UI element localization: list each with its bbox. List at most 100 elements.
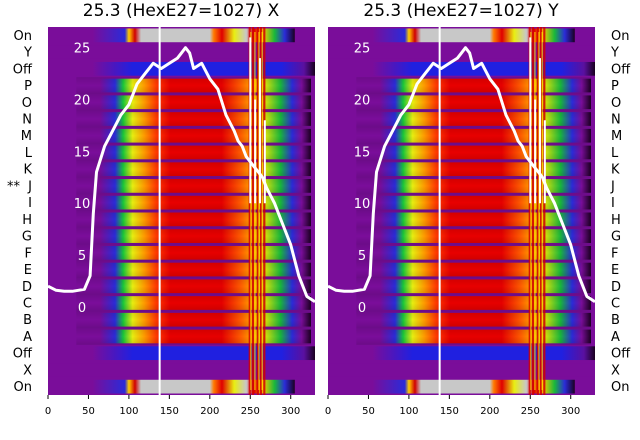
heatmap-streak xyxy=(254,32,256,390)
row-label: On xyxy=(611,380,629,395)
row-label: H xyxy=(22,213,32,228)
row-label: On xyxy=(14,380,32,395)
row-label: A xyxy=(23,330,32,345)
row-label: Off xyxy=(13,347,33,362)
x-tick-label: 250 xyxy=(521,406,540,417)
heatmap-streak xyxy=(251,27,255,395)
heatmap-row-shade xyxy=(356,144,591,161)
heatmap-row-shade xyxy=(356,93,591,111)
row-label: M xyxy=(21,129,32,144)
heatmap-row-shade xyxy=(356,311,591,329)
overlay-y-tick-label: 25 xyxy=(354,42,371,57)
row-label: E xyxy=(611,263,619,278)
overlay-y-tick-label: 20 xyxy=(74,94,91,109)
overlay-y-tick-label: 25 xyxy=(74,42,91,57)
overlay-y-tick-label: 5 xyxy=(358,249,366,264)
heatmap-streak xyxy=(248,27,251,395)
row-label: Y xyxy=(610,46,619,61)
heatmap-streak xyxy=(536,27,539,395)
heatmap-streak xyxy=(539,27,543,395)
x-tick-label: 300 xyxy=(281,406,300,417)
heatmap-row xyxy=(92,379,295,394)
heatmap-row-shade xyxy=(356,160,591,178)
heatmap-streak xyxy=(541,32,543,390)
overlay-y-tick-label: 0 xyxy=(358,301,366,316)
row-label: J xyxy=(27,179,32,194)
row-label: Off xyxy=(611,347,631,362)
overlay-y-tick-label: 0 xyxy=(78,301,86,316)
heatmap-row xyxy=(328,363,595,377)
heatmap-row-shade xyxy=(356,261,591,278)
heatmap-row-shade xyxy=(76,227,311,245)
overlay-curve xyxy=(47,46,316,303)
heatmap-row-shade xyxy=(76,177,311,195)
heatmap-row-shade xyxy=(356,294,591,312)
x-tick-label: 200 xyxy=(200,406,219,417)
heatmap-row xyxy=(92,28,295,43)
panel-title: 25.3 (HexE27=1027) X xyxy=(83,1,280,21)
heatmap-streak xyxy=(543,27,546,395)
row-label: H xyxy=(611,213,621,228)
overlay-y-tick-label: 10 xyxy=(354,197,371,212)
x-tick-label: 0 xyxy=(325,406,331,417)
row-label: K xyxy=(611,163,620,178)
heatmap-row-shade xyxy=(76,110,311,128)
heatmap-streak xyxy=(531,27,535,395)
row-label: D xyxy=(611,280,621,295)
heatmap-streak xyxy=(528,27,531,395)
overlay-y-tick-label: 15 xyxy=(354,145,371,160)
heatmap-row-shade xyxy=(76,144,311,161)
row-label: X xyxy=(611,363,620,378)
heatmap-row-shade xyxy=(76,160,311,178)
x-tick-label: 50 xyxy=(82,406,95,417)
row-label: E xyxy=(24,263,32,278)
x-tick-label: 100 xyxy=(399,406,418,417)
heatmap-streak xyxy=(530,32,532,390)
heatmap-row-shade xyxy=(356,244,591,262)
heatmap-row-shade xyxy=(76,93,311,111)
heatmap-streak xyxy=(258,32,260,390)
x-tick-label: 250 xyxy=(241,406,260,417)
heatmap-row-shade xyxy=(76,311,311,329)
row-label: C xyxy=(611,297,620,312)
overlay-y-tick-label: 10 xyxy=(74,197,91,212)
heatmap-row-shade xyxy=(76,328,311,345)
row-label: N xyxy=(611,113,621,128)
x-tick-label: 150 xyxy=(160,406,179,417)
row-label-marker: ** xyxy=(7,179,21,194)
heatmap-streak xyxy=(250,32,252,390)
overlay-y-tick-label: 20 xyxy=(354,94,371,109)
row-label: O xyxy=(22,96,32,111)
heatmap-row xyxy=(48,363,315,377)
row-label: O xyxy=(611,96,621,111)
row-label: A xyxy=(611,330,620,345)
heatmap-row-shade xyxy=(356,277,591,295)
row-label: F xyxy=(611,246,618,261)
heatmap-row-shade xyxy=(356,211,591,228)
row-label: B xyxy=(23,313,32,328)
heatmap-streak xyxy=(261,32,263,390)
row-label: K xyxy=(23,163,32,178)
heatmap-row-shade xyxy=(76,277,311,295)
heatmap-row-shade xyxy=(356,328,591,345)
row-label: Off xyxy=(611,62,631,77)
row-label: N xyxy=(22,113,32,128)
x-tick-label: 150 xyxy=(440,406,459,417)
overlay-y-tick-label: 5 xyxy=(78,249,86,264)
x-tick-label: 100 xyxy=(119,406,138,417)
row-label: On xyxy=(611,29,629,44)
overlay-curve xyxy=(327,46,596,303)
row-label: L xyxy=(611,146,619,161)
row-label: B xyxy=(611,313,620,328)
row-label: P xyxy=(24,79,32,94)
row-label: G xyxy=(611,230,621,245)
heatmap-streak xyxy=(259,27,263,395)
row-label: F xyxy=(25,246,32,261)
row-label: C xyxy=(23,297,32,312)
row-label: Off xyxy=(13,62,33,77)
row-label: L xyxy=(25,146,33,161)
row-label: M xyxy=(611,129,622,144)
heatmap-row-shade xyxy=(76,294,311,312)
row-label: G xyxy=(22,230,32,245)
heatmap-row xyxy=(92,346,315,361)
